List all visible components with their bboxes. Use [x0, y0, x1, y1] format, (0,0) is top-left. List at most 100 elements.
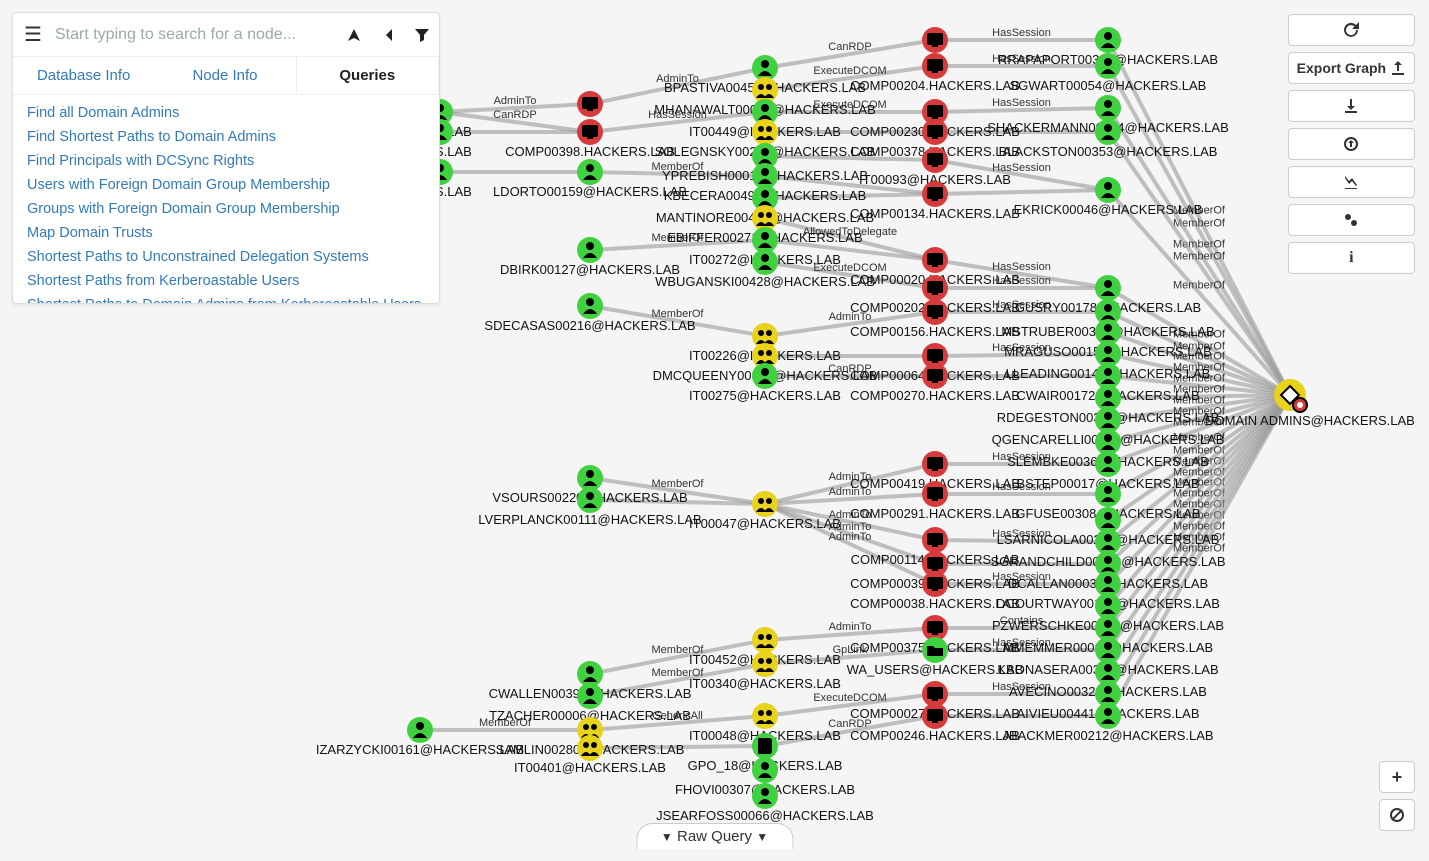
graph-node[interactable]: BLACKSTON00353@HACKERS.LAB [999, 119, 1218, 159]
graph-edge[interactable] [765, 176, 935, 194]
query-item[interactable]: Find Principals with DCSync Rights [13, 149, 439, 173]
node-label: COMP00246.HACKERS.LAB [850, 728, 1020, 743]
edge-label: CanRDP [493, 109, 536, 121]
node-label: JSEARFOSS00066@HACKERS.LAB [656, 808, 874, 823]
edge-label: ExecuteDCOM [813, 99, 886, 111]
node-label: COMP00134.HACKERS.LAB [850, 206, 1020, 221]
query-item[interactable]: Shortest Paths to Domain Admins from Ker… [13, 293, 439, 303]
edge-label: HasSession [992, 681, 1051, 693]
download-button[interactable] [1288, 90, 1415, 122]
back-icon[interactable] [371, 13, 405, 57]
edge-label: GenericAll [652, 710, 703, 722]
edge-label: MemberOf [1173, 280, 1226, 292]
graph-edge[interactable] [935, 354, 1108, 356]
query-item[interactable]: Find Shortest Paths to Domain Admins [13, 125, 439, 149]
query-list: Find all Domain AdminsFind Shortest Path… [13, 95, 439, 303]
edge-label: HasSession [992, 162, 1051, 174]
filter-icon[interactable] [405, 13, 439, 57]
edge-label: MemberOf [652, 644, 705, 656]
edge-label: MemberOf [652, 308, 705, 320]
graph-edge[interactable] [765, 194, 935, 198]
node-label: COMP00204.HACKERS.LAB [850, 78, 1020, 93]
edge-label: AdminTo [829, 621, 872, 633]
query-item[interactable]: Users with Foreign Domain Group Membersh… [13, 173, 439, 197]
graph-node[interactable]: JSEARFOSS00066@HACKERS.LAB [656, 783, 874, 823]
node-label: COMP00398.HACKERS.LAB [505, 144, 675, 159]
graph-node[interactable]: LVERPLANCK00111@HACKERS.LAB [478, 487, 701, 527]
edge-label: HasSession [992, 637, 1051, 649]
edge-label: MemberOf [1173, 432, 1226, 444]
graph-edge[interactable] [765, 218, 935, 260]
upload-button[interactable] [1288, 128, 1415, 160]
node-label: IT00340@HACKERS.LAB [689, 676, 841, 691]
export-graph-button[interactable]: Export Graph [1288, 52, 1415, 84]
query-item[interactable]: Shortest Paths from Kerberoastable Users [13, 269, 439, 293]
graph-edge[interactable] [935, 190, 1108, 194]
settings-button[interactable] [1288, 204, 1415, 236]
info-button[interactable]: i [1288, 242, 1415, 274]
node-label: BLACKSTON00353@HACKERS.LAB [999, 144, 1218, 159]
graph-node[interactable]: COMP00246.HACKERS.LAB [850, 703, 1020, 743]
graph-node[interactable] [922, 27, 948, 53]
edge-label: MemberOf [652, 161, 705, 173]
graph-node[interactable]: IT00340@HACKERS.LAB [689, 651, 841, 691]
edge-label: HasSession [992, 53, 1051, 65]
edge-label: MemberOf [652, 667, 705, 679]
tab-queries[interactable]: Queries [296, 57, 439, 94]
node-label: WBUGANSKI00428@HACKERS.LAB [655, 274, 875, 289]
right-toolbar: Export Graph i [1288, 14, 1415, 274]
node-label: COMP00291.HACKERS.LAB [850, 506, 1020, 521]
edge-label: MemberOf [652, 478, 705, 490]
tab-node-info[interactable]: Node Info [154, 57, 295, 94]
edge-label: AdminTo [829, 531, 872, 543]
search-panel: ☰ Database Info Node Info Queries Find a… [12, 12, 440, 304]
pathfinding-icon[interactable] [337, 13, 371, 57]
edge-label: AdminTo [656, 73, 699, 85]
query-item[interactable]: Find all Domain Admins [13, 101, 439, 125]
refresh-button[interactable] [1288, 14, 1415, 46]
graph-node[interactable] [577, 91, 603, 117]
edge-label: HasSession [648, 109, 707, 121]
edge-label: AdminTo [494, 95, 537, 107]
graph-node[interactable]: COMP00270.HACKERS.LAB [850, 363, 1020, 403]
edge-label: Contains [1000, 615, 1044, 627]
graph-node[interactable]: IT00275@HACKERS.LAB [689, 363, 841, 403]
raw-query-toggle[interactable]: ▼ Raw Query ▼ [636, 823, 793, 849]
edge-label: MemberOf [1173, 543, 1226, 555]
edge-label: HasSession [992, 342, 1051, 354]
edge-label: HasSession [992, 97, 1051, 109]
node-label: LVERPLANCK00111@HACKERS.LAB [478, 512, 701, 527]
graph-node[interactable]: IT00401@HACKERS.LAB [514, 735, 666, 775]
query-item[interactable]: Shortest Paths to Unconstrained Delegati… [13, 245, 439, 269]
query-item[interactable]: Map Domain Trusts [13, 221, 439, 245]
edge-label: MemberOf [1173, 205, 1226, 217]
edge-label: ExecuteDCOM [813, 262, 886, 274]
node-label: WA_USERS@HACKERS.LAB [847, 662, 1024, 677]
edge-label: AdminTo [829, 486, 872, 498]
edge-label: HasSession [992, 27, 1051, 39]
edge-label: MemberOf [1173, 329, 1226, 341]
zoom-in-button[interactable]: + [1379, 761, 1415, 793]
edge-label: MemberOf [479, 717, 532, 729]
tab-database-info[interactable]: Database Info [13, 57, 154, 94]
edge-label: AllowedToDelegate [803, 226, 897, 238]
edge-label: MemberOf [652, 232, 705, 244]
node-label: IT00401@HACKERS.LAB [514, 760, 666, 775]
edge-label: GpLink [833, 644, 868, 656]
query-item[interactable]: Groups with Foreign Domain Group Members… [13, 197, 439, 221]
stats-button[interactable] [1288, 166, 1415, 198]
raw-query-label: Raw Query [677, 828, 752, 845]
graph-edge[interactable] [765, 240, 935, 260]
graph-node[interactable]: JBACKMER00212@HACKERS.LAB [1002, 703, 1213, 743]
edge-label: MemberOf [1173, 417, 1226, 429]
graph-edge[interactable] [935, 540, 1108, 542]
graph-edge[interactable] [590, 746, 765, 748]
graph-edge[interactable] [765, 156, 935, 160]
search-input[interactable] [53, 15, 337, 55]
menu-icon[interactable]: ☰ [13, 13, 53, 57]
edge-label: AdminTo [829, 471, 872, 483]
edge-label: AdminTo [829, 509, 872, 521]
zoom-reset-button[interactable] [1379, 799, 1415, 831]
node-label: COMP00270.HACKERS.LAB [850, 388, 1020, 403]
edge-label: HasSession [992, 451, 1051, 463]
